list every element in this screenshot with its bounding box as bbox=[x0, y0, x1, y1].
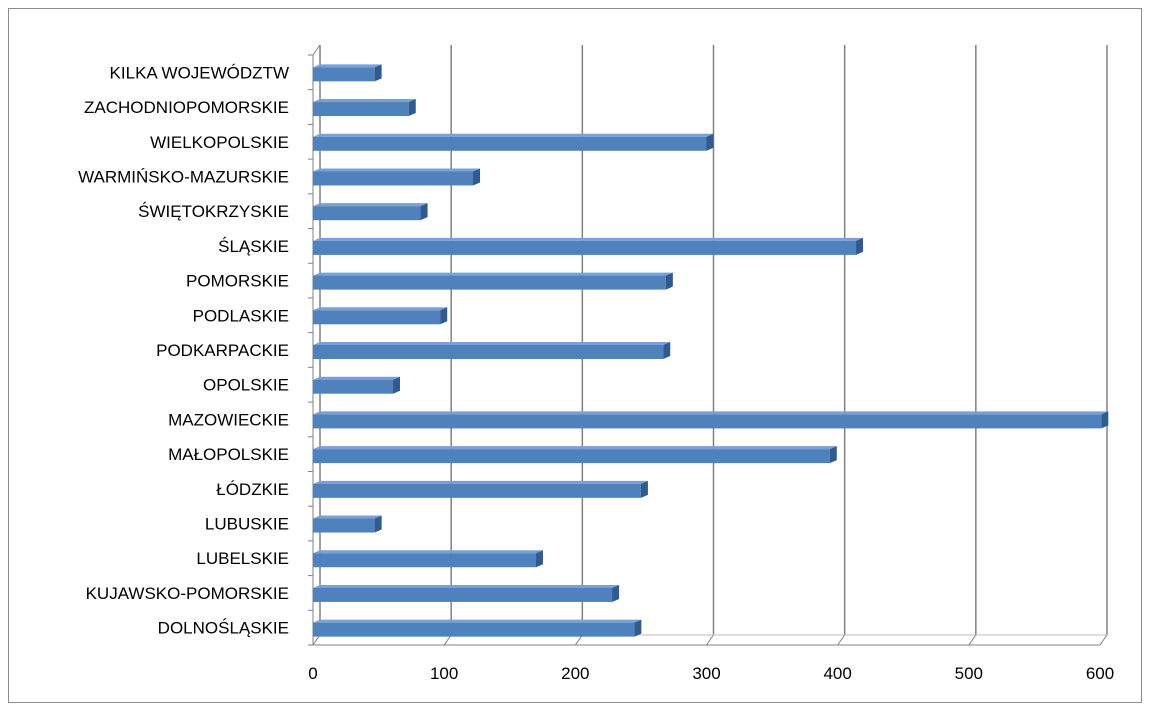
bar-top-2 bbox=[313, 550, 543, 554]
category-label-5: MAŁOPOLSKIE bbox=[168, 445, 289, 464]
bar-10 bbox=[313, 275, 666, 290]
bar-top-8 bbox=[313, 342, 671, 345]
bar-side-8 bbox=[663, 342, 671, 359]
bar-side-6 bbox=[1101, 411, 1109, 429]
category-label-0: DOLNOŚLĄSKIE bbox=[158, 619, 289, 638]
category-label-11: ŚLĄSKIE bbox=[218, 237, 289, 256]
bar-top-6 bbox=[313, 411, 1109, 415]
bar-top-15 bbox=[313, 99, 416, 103]
bar-side-15 bbox=[408, 99, 416, 117]
bar-2 bbox=[313, 553, 536, 568]
bar-side-11 bbox=[856, 237, 864, 255]
x-tick-label-3: 300 bbox=[692, 664, 720, 683]
x-tick-label-5: 500 bbox=[955, 664, 983, 683]
bar-3 bbox=[313, 518, 375, 533]
bar-8 bbox=[313, 345, 664, 359]
category-label-2: LUBELSKIE bbox=[196, 549, 289, 568]
bar-6 bbox=[313, 414, 1102, 429]
bar-side-2 bbox=[535, 550, 543, 568]
category-label-15: ZACHODNIOPOMORSKIE bbox=[84, 98, 289, 117]
bar-16 bbox=[313, 67, 375, 82]
bar-top-3 bbox=[313, 515, 382, 519]
category-label-6: MAZOWIECKIE bbox=[168, 410, 289, 429]
bar-top-14 bbox=[313, 133, 714, 137]
bar-side-16 bbox=[374, 64, 382, 82]
bar-5 bbox=[313, 449, 830, 464]
x-tick-label-1: 100 bbox=[430, 664, 458, 683]
grid-diagonal-5 bbox=[968, 634, 977, 646]
bar-9 bbox=[313, 310, 441, 325]
bar-top-12 bbox=[313, 203, 428, 207]
bar-side-0 bbox=[634, 619, 642, 637]
bar-top-10 bbox=[313, 272, 673, 276]
bar-side-1 bbox=[612, 584, 620, 602]
bar-side-9 bbox=[440, 307, 448, 325]
grid-diagonal-0 bbox=[312, 634, 321, 646]
category-label-14: WIELKOPOLSKIE bbox=[150, 133, 289, 152]
bar-top-9 bbox=[313, 307, 448, 311]
bar-side-5 bbox=[829, 446, 837, 464]
bar-side-12 bbox=[420, 203, 428, 221]
bar-side-14 bbox=[706, 133, 714, 151]
bar-top-5 bbox=[313, 446, 837, 450]
bar-top-16 bbox=[313, 64, 382, 68]
bar-side-7 bbox=[393, 376, 401, 394]
bar-side-13 bbox=[473, 168, 481, 186]
x-tick-label-2: 200 bbox=[561, 664, 589, 683]
bar-top-1 bbox=[313, 584, 620, 588]
y-axis-top-connector bbox=[312, 44, 321, 56]
bar-14 bbox=[313, 136, 707, 151]
grid-diagonal-3 bbox=[706, 634, 714, 646]
bar-top-4 bbox=[313, 480, 648, 484]
bar-12 bbox=[313, 206, 421, 221]
category-label-13: WARMIŃSKO-MAZURSKIE bbox=[78, 167, 289, 186]
bar-0 bbox=[313, 622, 635, 637]
bar-side-4 bbox=[640, 480, 648, 498]
category-label-10: POMORSKIE bbox=[186, 272, 289, 291]
category-label-9: PODLASKIE bbox=[193, 306, 289, 325]
bar-top-0 bbox=[313, 619, 642, 623]
category-label-16: KILKA WOJEWÓDZTW bbox=[110, 63, 289, 82]
category-label-8: PODKARPACKIE bbox=[156, 341, 289, 360]
grid-diagonal-1 bbox=[443, 634, 452, 646]
x-tick-label-0: 0 bbox=[308, 664, 317, 683]
grid-diagonal-6 bbox=[1099, 634, 1108, 646]
bar-13 bbox=[313, 171, 474, 186]
category-label-7: OPOLSKIE bbox=[203, 376, 289, 395]
x-tick-label-6: 600 bbox=[1086, 664, 1114, 683]
category-label-3: LUBUSKIE bbox=[205, 515, 289, 534]
category-label-12: ŚWIĘTOKRZYSKIE bbox=[138, 202, 289, 221]
bar-side-10 bbox=[665, 272, 673, 290]
category-label-1: KUJAWSKO-POMORSKIE bbox=[86, 584, 289, 603]
bar-1 bbox=[313, 587, 613, 602]
bar-15 bbox=[313, 102, 409, 117]
bar-top-11 bbox=[313, 237, 864, 241]
bar-top-7 bbox=[313, 376, 401, 380]
grid-diagonal-4 bbox=[837, 634, 846, 646]
bar-11 bbox=[313, 240, 857, 255]
bar-top-13 bbox=[313, 168, 481, 172]
x-tick-label-4: 400 bbox=[823, 664, 851, 683]
category-label-4: ŁÓDZKIE bbox=[216, 480, 289, 499]
bar-7 bbox=[313, 379, 394, 394]
bar-4 bbox=[313, 483, 641, 498]
grid-diagonal-2 bbox=[574, 634, 583, 646]
bar-side-3 bbox=[374, 515, 382, 533]
